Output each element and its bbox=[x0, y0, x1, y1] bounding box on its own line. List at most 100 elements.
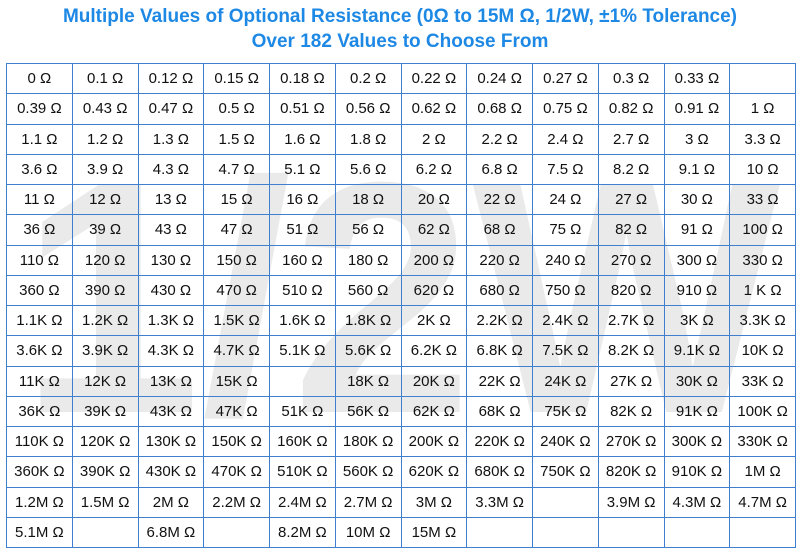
resistance-value-cell: 120K Ω bbox=[71, 425, 139, 458]
resistance-value-cell: 220 Ω bbox=[466, 244, 533, 276]
resistance-value-cell: 750K Ω bbox=[532, 456, 599, 488]
resistance-value-cell: 560 Ω bbox=[334, 274, 402, 307]
resistance-value-cell: 2.7K Ω bbox=[597, 304, 665, 337]
empty-cell bbox=[71, 516, 139, 549]
resistance-value-cell: 15M Ω bbox=[400, 516, 468, 549]
resistance-value-cell: 390K Ω bbox=[71, 456, 139, 488]
table-row: 5.1M Ω 6.8M Ω 8.2M Ω 10M Ω 15M Ω bbox=[6, 516, 796, 549]
resistance-value-cell: 82 Ω bbox=[597, 214, 665, 246]
resistance-value-cell: 0.39 Ω bbox=[6, 93, 73, 125]
resistance-value-cell: 0.33 Ω bbox=[663, 62, 731, 95]
resistance-value-cell: 160K Ω bbox=[269, 425, 336, 458]
resistance-value-cell: 680 Ω bbox=[466, 274, 533, 307]
resistance-value-cell: 430 Ω bbox=[137, 274, 205, 307]
resistance-value-cell: 1.5M Ω bbox=[71, 486, 139, 518]
resistance-value-cell: 9.1K Ω bbox=[663, 335, 731, 367]
resistance-value-cell: 82K Ω bbox=[597, 395, 665, 428]
resistance-value-cell: 470 Ω bbox=[203, 274, 270, 307]
resistance-value-cell: 0.15 Ω bbox=[203, 62, 270, 95]
resistance-value-cell: 240K Ω bbox=[532, 425, 599, 458]
resistance-value-cell: 10 Ω bbox=[729, 153, 796, 186]
resistance-value-cell: 6.2 Ω bbox=[400, 153, 468, 186]
resistance-value-cell: 56K Ω bbox=[334, 395, 402, 428]
resistance-value-cell: 4.7M Ω bbox=[729, 486, 796, 518]
resistance-value-cell: 3.9K Ω bbox=[71, 335, 139, 367]
resistance-value-cell: 13K Ω bbox=[137, 365, 205, 397]
resistance-value-cell: 22K Ω bbox=[466, 365, 533, 397]
resistance-value-cell: 0 Ω bbox=[6, 62, 73, 95]
resistance-value-cell: 0.27 Ω bbox=[532, 62, 599, 95]
resistance-value-cell: 1.8 Ω bbox=[334, 123, 402, 155]
resistance-value-cell: 360K Ω bbox=[6, 456, 73, 488]
resistance-value-cell: 36 Ω bbox=[6, 214, 73, 246]
resistance-value-cell: 20 Ω bbox=[400, 183, 468, 216]
resistance-value-cell: 1.6 Ω bbox=[269, 123, 336, 155]
resistance-value-cell: 68 Ω bbox=[466, 214, 533, 246]
table-row: 110K Ω 120K Ω 130K Ω 150K Ω 160K Ω 180K Ω 200K… bbox=[6, 425, 796, 458]
resistance-value-cell: 180K Ω bbox=[334, 425, 402, 458]
resistance-value-cell: 47K Ω bbox=[203, 395, 270, 428]
resistance-value-cell: 24 Ω bbox=[532, 183, 599, 216]
resistance-value-cell: 62K Ω bbox=[400, 395, 468, 428]
resistance-value-cell: 39 Ω bbox=[71, 214, 139, 246]
resistance-value-cell: 470K Ω bbox=[203, 456, 270, 488]
table-row: 0 Ω 0.1 Ω 0.12 Ω 0.15 Ω 0.18 Ω 0.2 Ω 0.22 Ω 0.2… bbox=[6, 62, 796, 95]
resistance-value-cell: 0.91 Ω bbox=[663, 93, 731, 125]
resistance-value-cell: 2.7M Ω bbox=[334, 486, 402, 518]
resistance-value-cell: 120 Ω bbox=[71, 244, 139, 276]
resistance-value-cell: 620K Ω bbox=[400, 456, 468, 488]
resistance-value-cell: 0.22 Ω bbox=[400, 62, 468, 95]
resistance-value-cell: 0.75 Ω bbox=[532, 93, 599, 125]
resistance-value-cell: 3.3K Ω bbox=[729, 304, 796, 337]
table-row: 11K Ω 12K Ω 13K Ω 15K Ω 18K Ω 20K Ω 22K Ω 24K Ω… bbox=[6, 365, 796, 397]
empty-cell bbox=[729, 62, 796, 95]
resistance-value-cell: 5.1 Ω bbox=[269, 153, 336, 186]
resistance-value-cell: 270 Ω bbox=[597, 244, 665, 276]
resistance-value-cell: 1.5K Ω bbox=[203, 304, 270, 337]
resistance-value-cell: 91K Ω bbox=[663, 395, 731, 428]
resistance-value-cell: 100 Ω bbox=[729, 214, 796, 246]
resistance-value-cell: 43 Ω bbox=[137, 214, 205, 246]
resistance-value-cell: 110 Ω bbox=[6, 244, 73, 276]
resistance-value-cell: 10K Ω bbox=[729, 335, 796, 367]
resistance-value-cell: 1.1 Ω bbox=[6, 123, 73, 155]
resistance-value-cell: 130 Ω bbox=[137, 244, 205, 276]
resistance-value-cell: 0.24 Ω bbox=[466, 62, 533, 95]
resistance-value-cell: 750 Ω bbox=[532, 274, 599, 307]
resistance-value-cell: 47 Ω bbox=[203, 214, 270, 246]
resistance-value-cell: 51 Ω bbox=[269, 214, 336, 246]
resistance-value-cell: 360 Ω bbox=[6, 274, 73, 307]
resistance-value-cell: 2K Ω bbox=[400, 304, 468, 337]
resistance-value-cell: 91 Ω bbox=[663, 214, 731, 246]
resistance-value-cell: 9.1 Ω bbox=[663, 153, 731, 186]
table-row: 1.2M Ω 1.5M Ω 2M Ω 2.2M Ω 2.4M Ω 2.7M Ω 3M Ω 3.… bbox=[6, 486, 796, 518]
resistance-value-cell: 240 Ω bbox=[532, 244, 599, 276]
resistance-value-cell: 5.1M Ω bbox=[6, 516, 73, 549]
resistance-value-cell: 12K Ω bbox=[71, 365, 139, 397]
resistance-value-cell: 4.7K Ω bbox=[203, 335, 270, 367]
resistance-value-cell: 3K Ω bbox=[663, 304, 731, 337]
resistance-value-cell: 330K Ω bbox=[729, 425, 796, 458]
resistance-value-cell: 33 Ω bbox=[729, 183, 796, 216]
resistance-value-cell: 180 Ω bbox=[334, 244, 402, 276]
resistance-value-cell: 2.4M Ω bbox=[269, 486, 336, 518]
resistance-value-cell: 0.56 Ω bbox=[334, 93, 402, 125]
resistance-value-cell: 10M Ω bbox=[334, 516, 402, 549]
resistance-value-cell: 200K Ω bbox=[400, 425, 468, 458]
resistance-value-cell: 5.1K Ω bbox=[269, 335, 336, 367]
resistance-value-cell: 5.6 Ω bbox=[334, 153, 402, 186]
resistance-value-cell: 39K Ω bbox=[71, 395, 139, 428]
empty-cell bbox=[269, 365, 336, 397]
resistance-value-cell: 300 Ω bbox=[663, 244, 731, 276]
table-row: 36 Ω 39 Ω 43 Ω 47 Ω 51 Ω 56 Ω 62 Ω 68 Ω 75 Ω 82 Ω… bbox=[6, 214, 796, 246]
resistance-value-cell: 30 Ω bbox=[663, 183, 731, 216]
resistance-value-cell: 51K Ω bbox=[269, 395, 336, 428]
resistance-value-cell: 220K Ω bbox=[466, 425, 533, 458]
resistance-value-cell: 0.43 Ω bbox=[71, 93, 139, 125]
resistance-value-cell: 75 Ω bbox=[532, 214, 599, 246]
resistance-value-cell: 1.2 Ω bbox=[71, 123, 139, 155]
resistance-value-cell: 43K Ω bbox=[137, 395, 205, 428]
resistance-value-cell: 27 Ω bbox=[597, 183, 665, 216]
resistance-value-cell: 1.2K Ω bbox=[71, 304, 139, 337]
resistance-value-cell: 24K Ω bbox=[532, 365, 599, 397]
